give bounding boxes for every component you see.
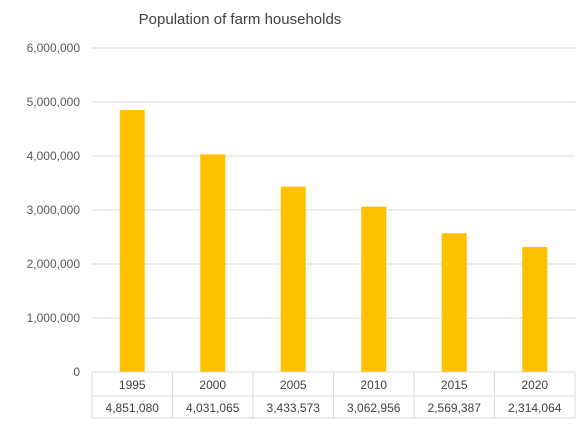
bars xyxy=(119,110,548,372)
value-label: 2,314,064 xyxy=(508,401,562,415)
category-label: 2005 xyxy=(280,378,307,392)
y-tick-label: 6,000,000 xyxy=(27,41,81,55)
bar-2010 xyxy=(361,206,387,372)
y-tick-label: 4,000,000 xyxy=(27,149,81,163)
y-tick-label: 5,000,000 xyxy=(27,95,81,109)
value-label: 3,062,956 xyxy=(347,401,401,415)
y-tick-label: 2,000,000 xyxy=(27,257,81,271)
y-tick-label: 3,000,000 xyxy=(27,203,81,217)
category-label: 2015 xyxy=(441,378,468,392)
bar-1995 xyxy=(119,110,145,372)
gridlines xyxy=(92,47,575,319)
bar-2005 xyxy=(280,186,306,372)
value-label: 2,569,387 xyxy=(428,401,482,415)
value-label: 3,433,573 xyxy=(267,401,321,415)
chart-title: Population of farm households xyxy=(139,11,342,28)
category-label: 2000 xyxy=(199,378,226,392)
y-tick-label: 0 xyxy=(73,365,80,379)
value-label: 4,031,065 xyxy=(186,401,240,415)
bar-2000 xyxy=(200,154,226,372)
data-table: 1995 4,851,080 2000 4,031,065 2005 3,433,573 2… xyxy=(91,371,576,419)
y-tick-label: 1,000,000 xyxy=(27,311,81,325)
category-label: 1995 xyxy=(119,378,146,392)
category-label: 2010 xyxy=(360,378,387,392)
y-axis: 0 1,000,000 2,000,000 3,000,000 4,000,000 5,0… xyxy=(27,41,81,379)
bar-2015 xyxy=(441,233,467,372)
category-label: 2020 xyxy=(521,378,548,392)
bar-2020 xyxy=(522,247,548,372)
value-label: 4,851,080 xyxy=(106,401,160,415)
